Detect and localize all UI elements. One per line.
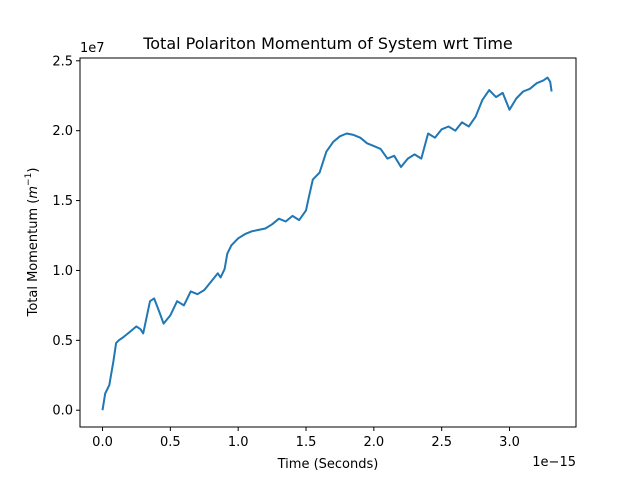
x-tick-label: 0.5 bbox=[160, 435, 181, 450]
y-axis-label-exponent: −1 bbox=[24, 173, 34, 186]
x-tick-label: 3.0 bbox=[499, 435, 520, 450]
x-tick-label: 0.0 bbox=[92, 435, 113, 450]
y-axis-label-suffix: ) bbox=[26, 168, 41, 173]
chart-title: Total Polariton Momentum of System wrt T… bbox=[142, 34, 513, 53]
y-tick-label: 0.0 bbox=[52, 404, 73, 419]
y-axis-label-unit: m bbox=[26, 186, 41, 199]
x-tick-label: 1.0 bbox=[228, 435, 249, 450]
y-axis: 0.0 0.5 1.0 1.5 2.0 2.5 bbox=[52, 54, 80, 419]
x-axis: 0.0 0.5 1.0 1.5 2.0 2.5 3.0 bbox=[92, 427, 520, 450]
y-tick-label: 2.5 bbox=[52, 54, 73, 69]
y-tick-label: 1.5 bbox=[52, 194, 73, 209]
x-offset-text: 1e−15 bbox=[532, 455, 576, 470]
x-tick-label: 2.0 bbox=[364, 435, 385, 450]
x-axis-label: Time (Seconds) bbox=[277, 457, 379, 472]
y-tick-label: 2.0 bbox=[52, 124, 73, 139]
y-axis-label-prefix: Total Momentum ( bbox=[26, 199, 41, 318]
series-line-0 bbox=[101, 76, 553, 411]
y-tick-label: 1.0 bbox=[52, 264, 73, 279]
plot-frame bbox=[79, 57, 577, 428]
data-layer bbox=[101, 76, 553, 411]
y-offset-text: 1e7 bbox=[80, 41, 105, 56]
y-axis-label: Total Momentum (m−1) bbox=[24, 168, 41, 318]
x-tick-label: 2.5 bbox=[431, 435, 452, 450]
x-tick-label: 1.5 bbox=[296, 435, 317, 450]
y-tick-label: 0.5 bbox=[52, 334, 73, 349]
